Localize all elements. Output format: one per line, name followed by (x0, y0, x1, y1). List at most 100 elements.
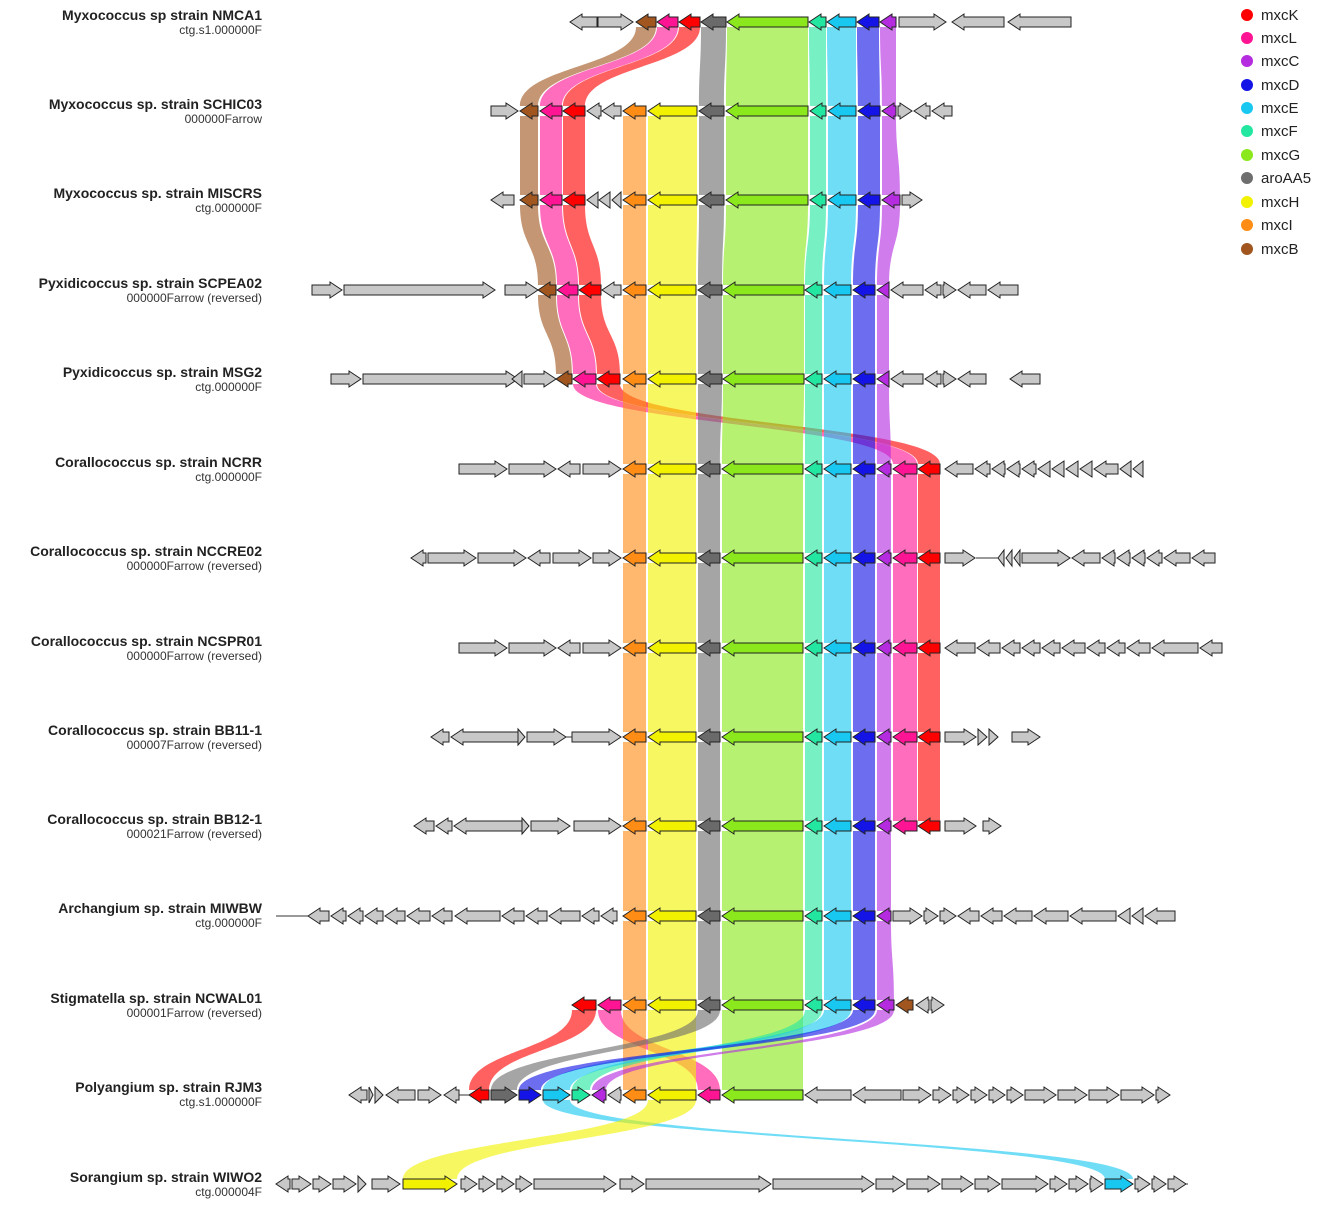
gene-arrow-mxce (823, 370, 852, 388)
gene-arrow-mxch (647, 996, 697, 1014)
gene-arrow (450, 728, 519, 746)
gene-arrow-mxcg (721, 728, 804, 746)
homology-link-mxcd (853, 384, 875, 464)
gene-arrow (997, 548, 1005, 568)
gene-arrow-mxce (827, 102, 857, 120)
gene-arrow (1144, 907, 1176, 925)
gene-arrow-mxci (622, 639, 647, 657)
strain-label: Corallococcus sp. strain NCCRE02 000000F… (30, 543, 262, 573)
homology-link-mxcd (853, 653, 875, 732)
homology-link-mxcg (722, 831, 803, 911)
strain-labels: Myxococcus sp strain NMCA1 ctg.s1.000000… (30, 7, 263, 1199)
legend-label: mxcC (1261, 53, 1299, 70)
homology-link-mxce (824, 205, 856, 285)
homology-link-mxcc (877, 563, 891, 643)
homology-link-mxcc (877, 384, 891, 464)
strain-name: Archangium sp. strain MIWBW (58, 900, 263, 916)
homology-link-mxcd (858, 116, 880, 195)
gene-arrow-mxci (622, 460, 647, 478)
gene-arrow (924, 281, 942, 299)
gene-arrow (892, 907, 923, 925)
gene-arrow (1003, 907, 1033, 925)
legend-swatch (1241, 102, 1253, 114)
homology-link-mxcl (893, 563, 917, 643)
strain-name: Stigmatella sp. strain NCWAL01 (50, 990, 262, 1006)
gene-arrow (357, 1174, 367, 1194)
gene-track (490, 102, 953, 120)
gene-arrow (932, 1086, 952, 1104)
gene-arrow (348, 1086, 368, 1104)
homology-link-mxce (824, 653, 851, 732)
gene-arrow-mxce (823, 817, 852, 835)
gene-arrow-mxci (622, 996, 647, 1014)
homology-link-mxci (623, 742, 646, 821)
gene-arrow (1033, 907, 1069, 925)
gene-arrow-mxce (823, 996, 852, 1014)
gene-arrow (944, 728, 977, 746)
gene-arrow (417, 1086, 442, 1104)
homology-link-aroaa5 (698, 384, 722, 464)
gene-arrow (1021, 460, 1037, 478)
gene-track (413, 816, 1002, 836)
contig-name: 000000Farrow (reversed) (127, 291, 262, 305)
homology-link-mxcl (893, 474, 917, 553)
gene-arrow-mxce (823, 281, 852, 299)
gene-arrow (939, 907, 957, 925)
gene-arrow-mxcc (876, 460, 892, 478)
gene-arrow-mxcc (876, 907, 892, 925)
legend-swatch (1241, 32, 1253, 44)
gene-arrow (410, 549, 427, 567)
gene-arrow-mxch (647, 191, 698, 209)
gene-arrow-mxcf (804, 728, 823, 746)
homology-link-mxck (918, 563, 940, 643)
gene-arrow (430, 728, 450, 746)
homology-link-mxck (918, 653, 940, 732)
homology-link-mxcb (520, 27, 656, 106)
gene-arrow (443, 1086, 460, 1104)
homology-links (403, 27, 1133, 1179)
legend-item: mxcD (1241, 77, 1299, 94)
gene-arrow (511, 369, 523, 389)
homology-link-mxch (648, 116, 697, 195)
homology-link-mxcd (853, 474, 875, 553)
homology-link-mxch (648, 384, 696, 464)
gene-arrow-mxcb (895, 996, 914, 1014)
strain-label: Corallococcus sp. strain NCRR ctg.000000… (55, 454, 262, 484)
gene-arrow (586, 102, 602, 120)
gene-arrow (957, 281, 987, 299)
gene-arrow-aroaa5 (697, 549, 721, 567)
gene-arrow (1151, 639, 1199, 657)
homology-link-mxcc (882, 116, 900, 195)
gene-arrow-mxck (678, 13, 701, 31)
gene-arrow-mxck (917, 728, 941, 746)
strain-label: Myxococcus sp. strain SCHIC03 000000Farr… (49, 96, 263, 126)
gene-arrow-mxcb (635, 13, 657, 31)
homology-link-mxce (824, 921, 851, 1000)
gene-arrow-mxcd (852, 907, 876, 925)
homology-link-mxcd (853, 831, 875, 911)
homology-link-aroaa5 (698, 831, 720, 911)
gene-arrow-mxcl (892, 817, 918, 835)
gene-arrow (557, 460, 581, 478)
legend-item: mxcI (1241, 217, 1293, 234)
legend-item: mxcK (1241, 7, 1299, 24)
legend-swatch (1241, 9, 1253, 21)
gene-arrow-aroaa5 (697, 281, 723, 299)
gene-arrow (1013, 548, 1021, 568)
strain-name: Corallococcus sp. strain NCRR (55, 454, 262, 470)
legend-swatch (1241, 243, 1253, 255)
gene-arrow-mxch (647, 639, 697, 657)
gene-arrow-mxcd (852, 817, 876, 835)
gene-arrow (582, 460, 622, 478)
legend-label: mxcD (1261, 77, 1299, 94)
gene-arrow-mxcl (892, 728, 918, 746)
gene-arrow-aroaa5 (697, 728, 721, 746)
gene-arrow (930, 996, 945, 1014)
contig-name: 000000Farrow (185, 112, 263, 126)
gene-arrow (1021, 549, 1071, 567)
strain-name: Sorangium sp. strain WIWO2 (70, 1169, 262, 1185)
gene-arrow-mxcl (597, 996, 622, 1014)
contig-name: ctg.s1.000000F (179, 23, 262, 37)
homology-link-mxcf (805, 295, 822, 374)
gene-track (458, 459, 1144, 479)
